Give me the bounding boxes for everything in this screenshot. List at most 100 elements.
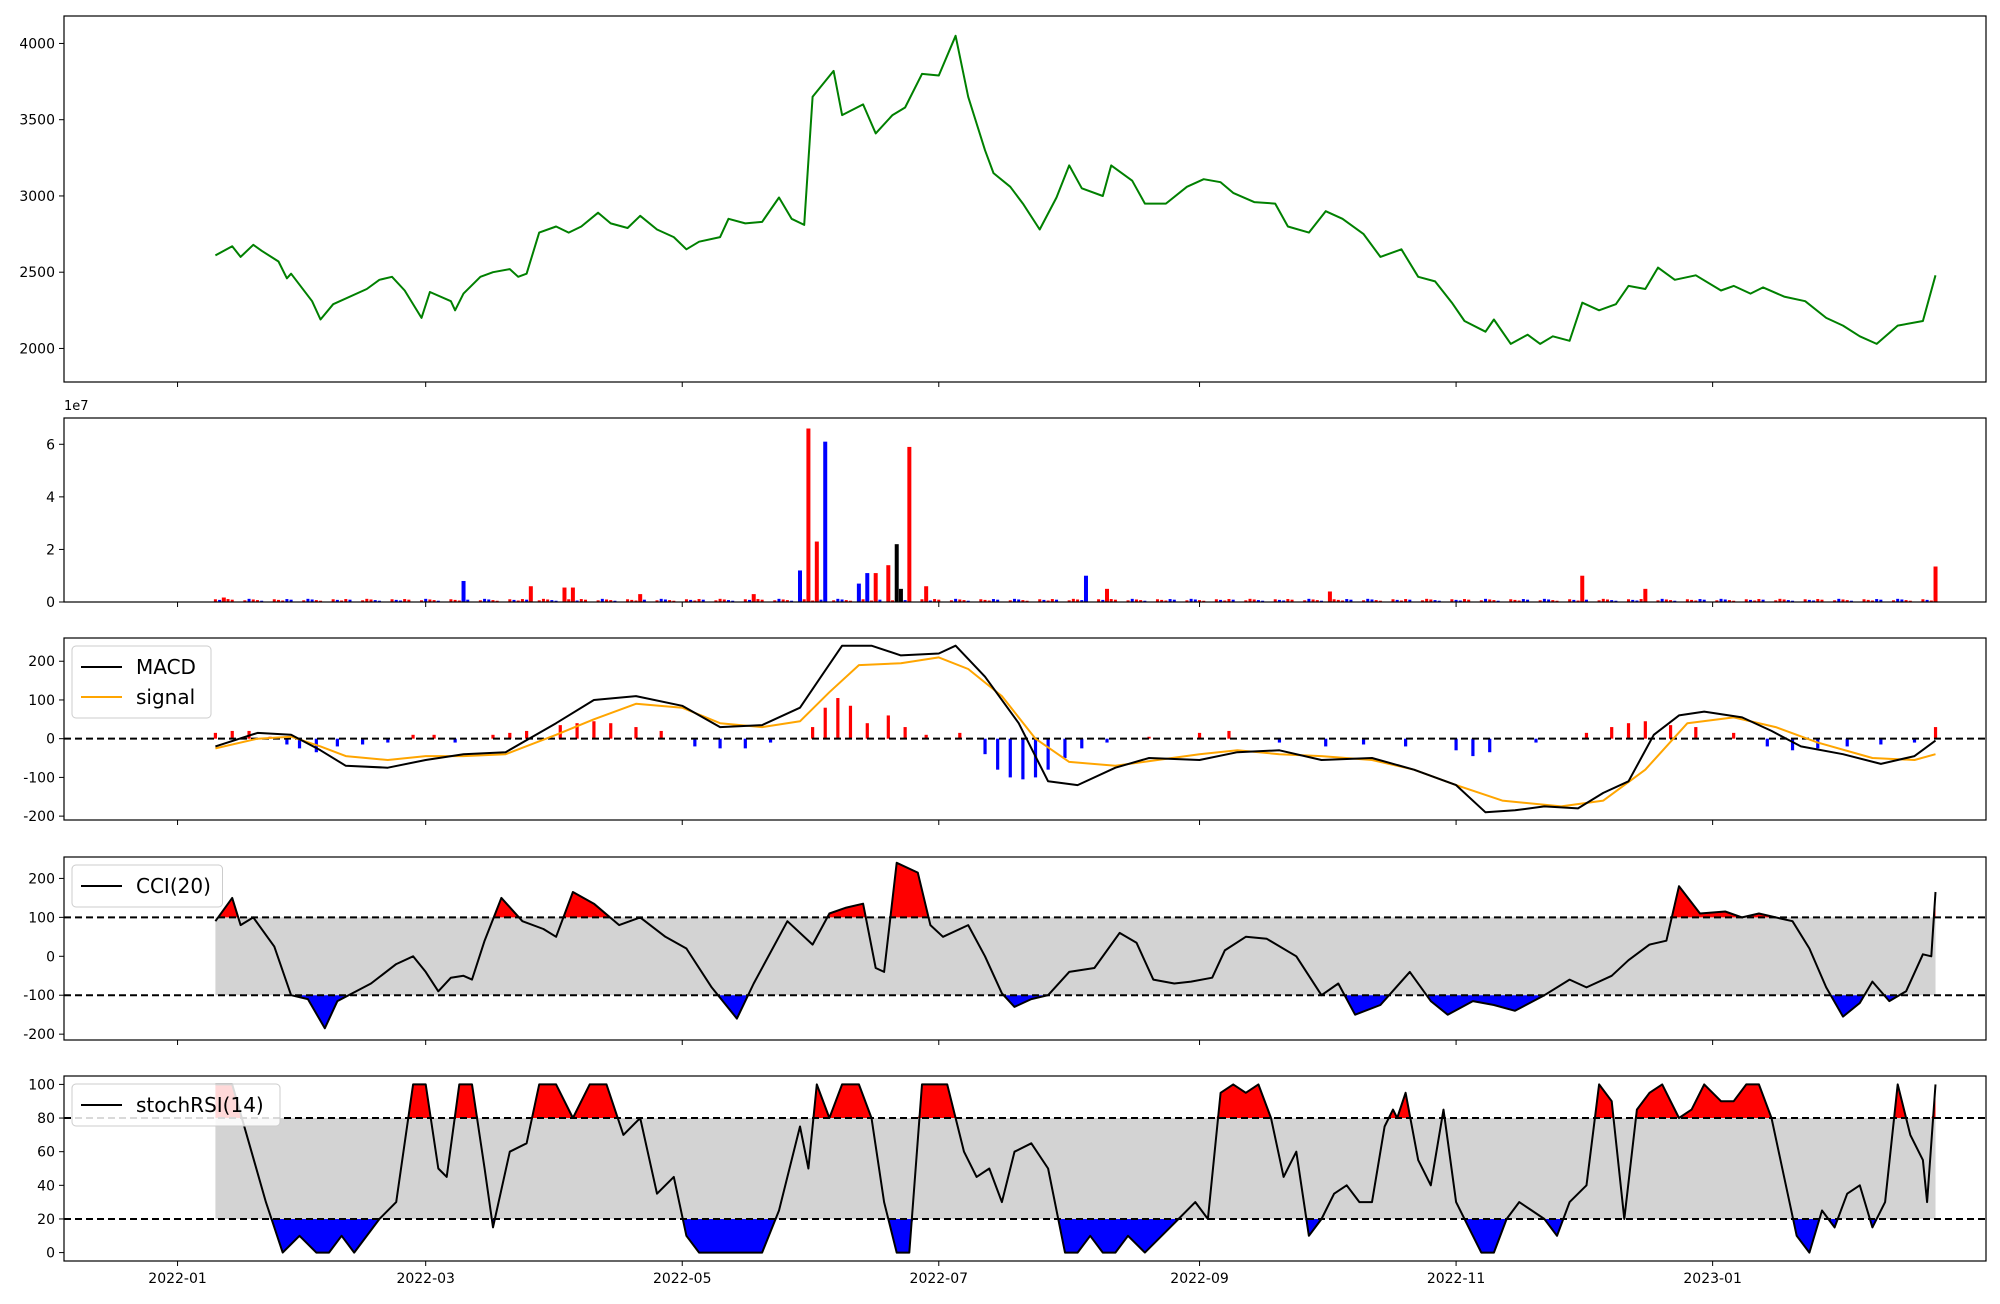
volume-bar — [1420, 600, 1424, 602]
scale-label: 1e7 — [64, 399, 89, 414]
volume-bar — [1252, 599, 1256, 602]
volume-bar — [255, 600, 259, 602]
volume-bar — [1164, 600, 1168, 602]
volume-bar — [373, 600, 377, 602]
volume-bar — [1584, 599, 1588, 602]
histogram-bar — [1626, 723, 1631, 739]
y-tick-label: 100 — [28, 910, 55, 926]
volume-bar — [1071, 598, 1075, 602]
volume-bar — [1185, 600, 1189, 602]
volume-bar — [1715, 600, 1719, 602]
volume-bar — [958, 599, 962, 602]
volume-bar — [1627, 599, 1631, 602]
volume-bar — [1408, 599, 1412, 602]
volume-bar — [684, 599, 688, 602]
volume-bar — [873, 573, 878, 602]
volume-bar — [398, 600, 402, 602]
volume-bar — [655, 600, 659, 602]
volume-bar — [289, 599, 293, 602]
histogram-bar — [903, 727, 907, 739]
histogram-bar — [1046, 738, 1050, 770]
legend-label: signal — [136, 685, 195, 709]
volume-bar — [626, 599, 630, 602]
volume-bar — [1862, 599, 1866, 602]
volume-bar — [1189, 598, 1193, 602]
volume-bar — [331, 599, 335, 602]
volume-bar — [991, 599, 995, 602]
volume-bar — [1643, 588, 1648, 602]
volume-bar — [495, 600, 499, 602]
volume-bar — [1458, 600, 1462, 602]
volume-bar — [1017, 599, 1021, 602]
volume-bar — [701, 599, 705, 602]
volume-bar — [1378, 600, 1382, 602]
volume-bar — [512, 599, 516, 602]
volume-bar — [856, 583, 861, 602]
volume-bar — [1479, 600, 1483, 602]
histogram-bar — [1008, 738, 1012, 778]
volume-bar — [1841, 599, 1845, 602]
volume-bar — [832, 600, 836, 602]
y-tick-label: 80 — [37, 1111, 55, 1127]
volume-bar — [1656, 600, 1660, 602]
histogram-bar — [886, 715, 890, 739]
volume-bar — [1538, 600, 1542, 602]
y-tick-label: 100 — [28, 1077, 55, 1093]
volume-bar — [898, 588, 903, 602]
volume-bar — [1198, 600, 1202, 602]
volume-bar — [865, 573, 870, 602]
volume-bar — [1513, 599, 1517, 602]
volume-bar — [365, 598, 369, 602]
volume-bar — [760, 599, 764, 602]
volume-bar — [1231, 599, 1235, 602]
volume-bar — [1614, 600, 1618, 602]
volume-bar — [1597, 600, 1601, 602]
histogram-bar — [768, 738, 773, 743]
volume-bar — [1807, 599, 1811, 602]
volume-bar — [419, 600, 423, 602]
stochrsi-band — [215, 1118, 1936, 1219]
volume-bar — [466, 599, 470, 602]
volume-bar — [1349, 599, 1353, 602]
volume-bar — [1126, 600, 1130, 602]
volume-bar — [453, 599, 457, 602]
legend-label: MACD — [136, 655, 196, 679]
volume-bar — [1311, 599, 1315, 602]
volume-bar — [537, 600, 541, 602]
volume-bar — [1492, 600, 1496, 602]
histogram-bar — [575, 723, 579, 739]
volume-bar — [516, 600, 520, 602]
cci-line — [214, 861, 1937, 1030]
volume-bar — [1496, 600, 1500, 602]
volume-bar — [979, 599, 983, 602]
histogram-bar — [558, 725, 562, 739]
volume-bar — [407, 599, 411, 602]
volume-bar — [1521, 599, 1525, 602]
volume-bar — [1673, 600, 1677, 602]
volume-bar — [251, 599, 255, 602]
volume-bar — [243, 600, 247, 602]
stochrsi-line — [215, 1083, 1937, 1254]
histogram-bar — [1668, 725, 1673, 739]
volume-bar — [1282, 600, 1286, 602]
histogram-bar — [297, 738, 302, 749]
volume-bar — [1450, 599, 1454, 602]
volume-bar — [436, 600, 440, 602]
volume-bar — [1732, 600, 1736, 602]
volume-bar — [1879, 599, 1883, 602]
volume-bar — [844, 600, 848, 602]
histogram-bar — [1277, 738, 1282, 743]
volume-bar — [1660, 598, 1664, 602]
volume-bar — [432, 600, 436, 602]
histogram-bar — [718, 738, 722, 749]
volume-bar — [1812, 600, 1816, 602]
volume-bar — [1256, 600, 1260, 602]
histogram-bar — [836, 698, 840, 739]
histogram-bar — [432, 734, 436, 739]
volume-bar — [987, 600, 991, 602]
volume-bar — [550, 600, 554, 602]
histogram-bar — [1933, 727, 1938, 739]
volume-bar — [1261, 600, 1265, 602]
volume-bar — [1202, 600, 1206, 602]
